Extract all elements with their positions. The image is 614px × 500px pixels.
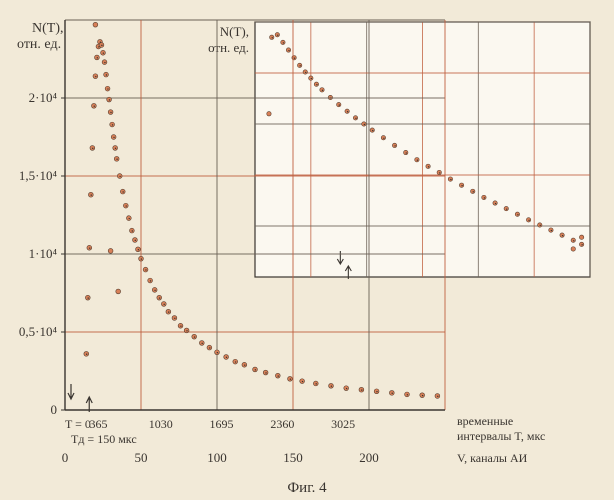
- main-ylabel-2: отн. ед.: [17, 37, 61, 52]
- x-v-label: 50: [135, 450, 148, 465]
- y-tick-label: 1·10⁴: [29, 246, 58, 261]
- inset-point: [515, 212, 519, 216]
- inset-point: [571, 238, 575, 242]
- inset-point: [471, 189, 475, 193]
- inset-point: [560, 233, 564, 237]
- x-desc-2: интервалы T, мкс: [457, 429, 545, 443]
- inset-point: [459, 183, 463, 187]
- inset-point: [526, 218, 530, 222]
- x-v-label: 200: [359, 450, 379, 465]
- inset-point: [579, 242, 583, 246]
- y-tick-label: 2·10⁴: [29, 90, 58, 105]
- inset-point: [549, 228, 553, 232]
- x-v-label: 0: [62, 450, 69, 465]
- figure-svg: N(T),отн. ед.N(T),отн. ед.00,5·10⁴1·10⁴1…: [0, 0, 614, 500]
- y-tick-label: 0,5·10⁴: [19, 324, 58, 339]
- inset-point: [493, 201, 497, 205]
- x-desc-3: V, каналы АИ: [457, 451, 528, 465]
- inset-point: [448, 177, 452, 181]
- figure-label: Фиг. 4: [287, 480, 327, 496]
- main-ylabel-1: N(T),: [32, 21, 64, 36]
- x-time-label: 365: [89, 417, 107, 431]
- inset-point: [538, 223, 542, 227]
- x-time-label: T = 0: [65, 417, 91, 431]
- y-tick-label: 1,5·10⁴: [19, 168, 58, 183]
- x-desc-1: временные: [457, 414, 513, 428]
- x-time-label: 3025: [331, 417, 355, 431]
- x-time-label: 1030: [149, 417, 173, 431]
- td-label: Tд = 150 мкс: [71, 432, 137, 446]
- x-v-label: 100: [207, 450, 227, 465]
- x-time-label: 1695: [210, 417, 234, 431]
- x-time-label: 2360: [270, 417, 294, 431]
- x-v-label: 150: [283, 450, 303, 465]
- inset-point: [482, 195, 486, 199]
- inset-point: [504, 206, 508, 210]
- y-tick-label: 0: [51, 402, 58, 417]
